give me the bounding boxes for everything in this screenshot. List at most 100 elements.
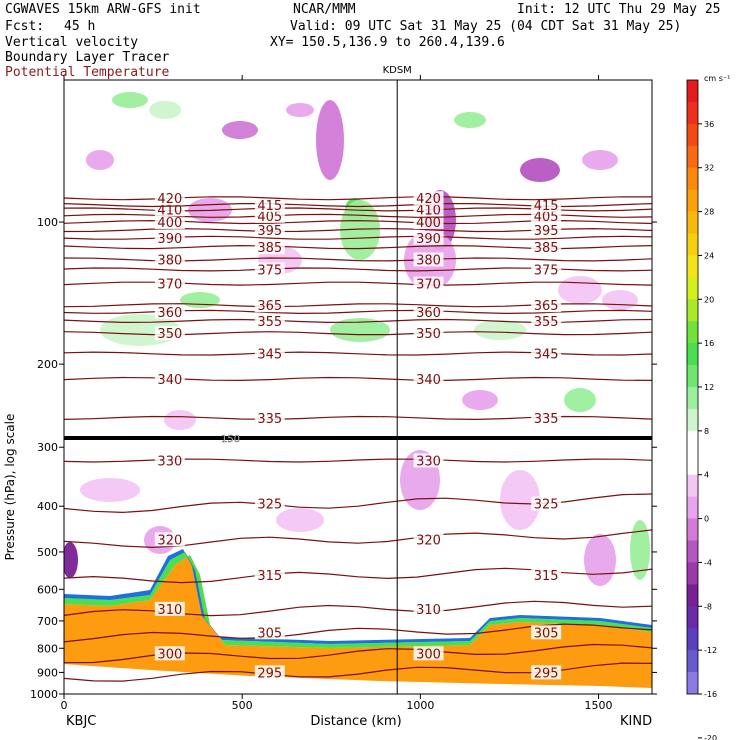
colorbar-label: -20	[704, 734, 717, 740]
theta-label-bg	[531, 298, 562, 313]
boundary-layer-tracer	[64, 555, 652, 694]
colorbar-segment	[687, 430, 698, 454]
theta-contours: 295 295 300 300 305 305 310 310 315 315 320 320 325 3…	[64, 191, 652, 682]
theta-contour	[64, 351, 652, 356]
y-tick-label: 100	[37, 216, 58, 229]
theta-label-bg	[254, 346, 285, 361]
velocity-blob	[454, 112, 486, 128]
theta-label-bg	[413, 304, 444, 319]
theta-label: 420	[157, 192, 182, 207]
colorbar-segment	[687, 211, 698, 234]
colorbar-segment	[687, 277, 698, 300]
colorbar-label: 36	[704, 120, 714, 129]
y-tick-label: 500	[37, 546, 58, 559]
theta-label-bg	[413, 202, 444, 217]
colorbar-segment	[687, 496, 698, 520]
colorbar-label: -4	[704, 558, 712, 567]
xy-range: XY= 150.5,136.9 to 260.4,139.6	[270, 35, 505, 50]
theta-label: 310	[157, 603, 182, 618]
y-tick-label: 1000	[30, 688, 58, 701]
colorbar-segment	[687, 628, 698, 651]
init-time: Init: 12 UTC Thu 29 May 25	[517, 2, 721, 17]
theta-label-bg	[154, 230, 185, 245]
colorbar-segment	[687, 584, 698, 607]
colorbar-label: 0	[704, 515, 709, 524]
theta-label: 305	[257, 626, 282, 641]
colorbar-segment	[687, 452, 698, 476]
y-tick-label: 800	[37, 642, 58, 655]
theta-label-bg	[154, 601, 185, 616]
colorbar-segment	[687, 167, 698, 191]
theta-label: 400	[416, 216, 441, 231]
theta-label-bg	[531, 568, 562, 583]
theta-label: 415	[534, 199, 559, 214]
theta-label-bg	[254, 313, 285, 328]
theta-label: 385	[534, 241, 559, 256]
theta-label: 375	[534, 263, 559, 278]
colorbar-label: 28	[704, 208, 714, 217]
theta-label: 310	[416, 603, 441, 618]
velocity-blob	[500, 470, 540, 530]
theta-label: 380	[157, 253, 182, 268]
velocity-blob	[316, 100, 344, 180]
velocity-blob	[64, 542, 78, 578]
theta-contour	[64, 309, 652, 315]
theta-label: 410	[416, 203, 441, 218]
valid-time: Valid: 09 UTC Sat 31 May 25 (04 CDT Sat …	[290, 19, 682, 34]
theta-label-bg	[531, 496, 562, 511]
theta-label-bg	[531, 313, 562, 328]
theta-label: 350	[157, 327, 182, 342]
velocity-blob	[164, 410, 196, 430]
colorbar-segment	[687, 387, 698, 410]
theta-label-bg	[531, 208, 562, 223]
colorbar-segment	[687, 650, 698, 673]
colorbar-segment	[687, 606, 698, 629]
theta-label-bg	[254, 298, 285, 313]
org-label: NCAR/MMM	[293, 2, 356, 17]
velocity-blob	[112, 92, 148, 108]
tracer-label: 150	[221, 434, 240, 445]
theta-label: 405	[257, 210, 282, 225]
theta-label: 370	[416, 278, 441, 293]
y-axis: 100 200 300 400 500 600 700 800 900 1000	[30, 216, 657, 701]
colorbar-label: -12	[704, 646, 717, 655]
theta-label-bg	[413, 191, 444, 206]
theta-label-bg	[413, 252, 444, 267]
colorbar-label: 24	[704, 251, 714, 260]
field-vertical-velocity: Vertical velocity	[5, 35, 139, 50]
colorbar-label: 8	[704, 427, 709, 436]
velocity-blob	[602, 290, 638, 310]
theta-label-bg	[154, 326, 185, 341]
theta-label: 400	[157, 216, 182, 231]
colorbar-unit: cm s⁻¹	[704, 74, 730, 83]
colorbar-label: -16	[704, 690, 717, 699]
theta-label: 305	[534, 626, 559, 641]
theta-label-bg	[254, 240, 285, 255]
theta-label: 405	[534, 210, 559, 225]
colorbar-segment	[687, 562, 698, 585]
theta-label-bg	[413, 230, 444, 245]
theta-label: 355	[534, 315, 559, 330]
theta-label-bg	[531, 625, 562, 640]
colorbar-label: 32	[704, 164, 714, 173]
colorbar-segment	[687, 540, 698, 563]
y-axis-label: Pressure (hPa), log scale	[3, 414, 17, 561]
theta-label-bg	[254, 410, 285, 425]
theta-label-bg	[254, 197, 285, 212]
fcst-value: 45 h	[64, 19, 96, 34]
theta-label: 340	[157, 373, 182, 388]
theta-label: 365	[534, 299, 559, 314]
velocity-field	[64, 92, 652, 694]
velocity-blob	[330, 318, 390, 342]
theta-label: 300	[416, 647, 441, 662]
theta-label: 325	[257, 498, 282, 513]
y-tick-label: 200	[37, 358, 58, 371]
x-axis: 0 500 1000 1500	[61, 75, 613, 712]
theta-contour	[64, 376, 652, 382]
right-station: KIND	[620, 714, 652, 729]
theta-label: 330	[157, 454, 182, 469]
theta-label-bg	[154, 191, 185, 206]
theta-label-bg	[154, 453, 185, 468]
theta-label: 410	[157, 203, 182, 218]
